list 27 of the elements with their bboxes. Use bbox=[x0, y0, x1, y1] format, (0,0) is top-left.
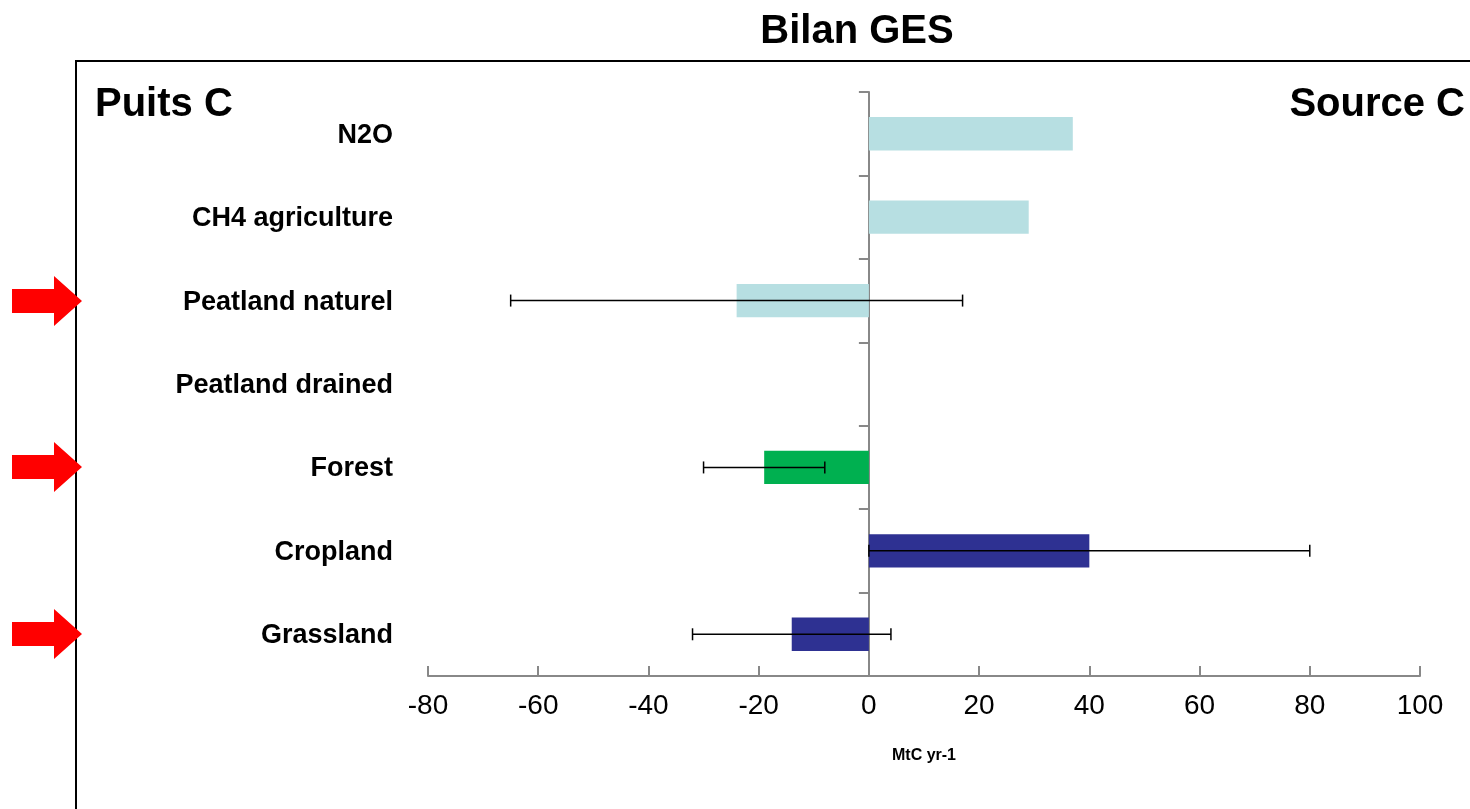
bar bbox=[764, 450, 869, 485]
y-tick-label: CH4 agriculture bbox=[191, 202, 393, 233]
y-tick-label: Grassland bbox=[260, 619, 393, 650]
x-tick-label: -40 bbox=[628, 688, 669, 720]
annotation: Source C bbox=[1289, 80, 1465, 124]
x-tick-label: 60 bbox=[1183, 688, 1216, 720]
text: Puits C bbox=[95, 80, 233, 124]
y-tick-label: N2O bbox=[337, 118, 393, 149]
x-tick-label: 20 bbox=[963, 688, 995, 720]
bar bbox=[868, 200, 1029, 234]
bar bbox=[791, 617, 869, 651]
y-tick-label: Forest bbox=[310, 452, 393, 483]
x-tick-label: -60 bbox=[517, 688, 559, 720]
bar bbox=[868, 117, 1073, 151]
x-tick-label: 80 bbox=[1294, 688, 1326, 720]
bar bbox=[868, 534, 1090, 568]
x-tick-label: 40 bbox=[1073, 688, 1105, 720]
y-tick-label: Peatland drained bbox=[175, 369, 393, 399]
x-tick-label: -80 bbox=[407, 688, 449, 720]
y-tick-label: Cropland bbox=[274, 535, 393, 566]
x-tick-label: 100 bbox=[1396, 688, 1444, 720]
chart-title: Bilan GES bbox=[760, 7, 954, 51]
x-tick-label: -20 bbox=[738, 688, 779, 720]
bar bbox=[736, 283, 869, 318]
x-tick-label: 0 bbox=[861, 688, 877, 720]
x-axis-title: MtC yr-1 bbox=[891, 745, 957, 763]
y-tick-label: Peatland naturel bbox=[182, 285, 393, 316]
